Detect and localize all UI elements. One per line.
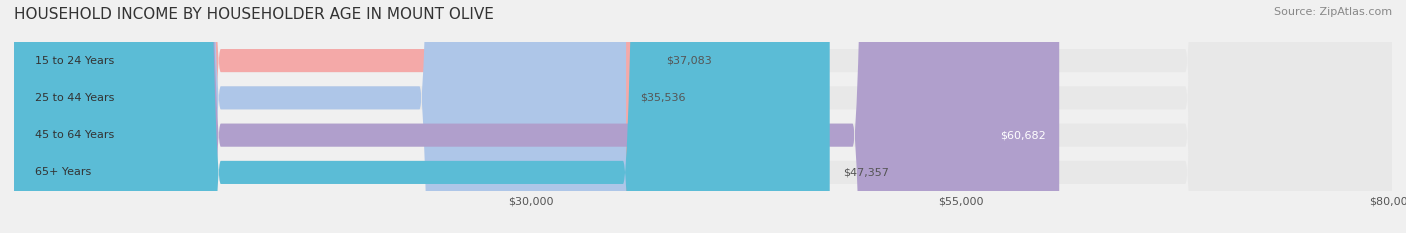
FancyBboxPatch shape xyxy=(14,0,1392,233)
FancyBboxPatch shape xyxy=(14,0,1392,233)
Text: $37,083: $37,083 xyxy=(666,56,713,65)
Text: $35,536: $35,536 xyxy=(640,93,685,103)
Text: Source: ZipAtlas.com: Source: ZipAtlas.com xyxy=(1274,7,1392,17)
FancyBboxPatch shape xyxy=(14,0,626,233)
Text: 25 to 44 Years: 25 to 44 Years xyxy=(35,93,114,103)
FancyBboxPatch shape xyxy=(14,0,1059,233)
Text: 45 to 64 Years: 45 to 64 Years xyxy=(35,130,114,140)
FancyBboxPatch shape xyxy=(14,0,652,233)
Text: $60,682: $60,682 xyxy=(1000,130,1046,140)
FancyBboxPatch shape xyxy=(14,0,1392,233)
Text: 65+ Years: 65+ Years xyxy=(35,168,91,177)
Text: HOUSEHOLD INCOME BY HOUSEHOLDER AGE IN MOUNT OLIVE: HOUSEHOLD INCOME BY HOUSEHOLDER AGE IN M… xyxy=(14,7,494,22)
FancyBboxPatch shape xyxy=(14,0,830,233)
Text: 15 to 24 Years: 15 to 24 Years xyxy=(35,56,114,65)
Text: $47,357: $47,357 xyxy=(844,168,890,177)
FancyBboxPatch shape xyxy=(14,0,1392,233)
